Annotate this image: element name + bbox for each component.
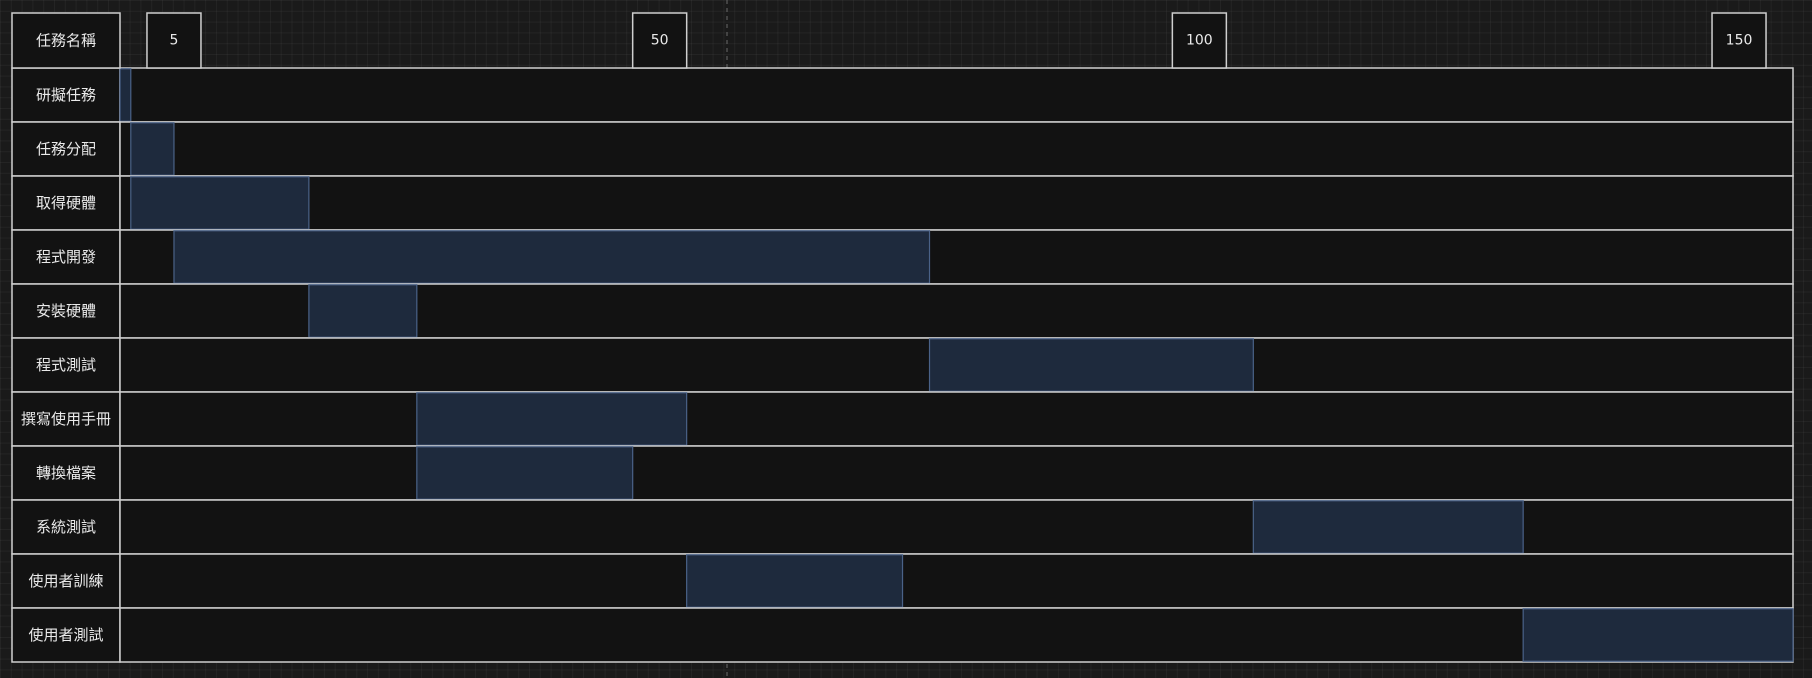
task-bar[interactable] [416,392,688,446]
task-label: 安裝硬體 [36,302,96,320]
x-tick-box [631,12,688,69]
task-row-track [119,553,1794,609]
task-bar[interactable] [686,554,904,608]
header-label: 任務名稱 [36,32,96,50]
x-tick-box [146,12,202,69]
task-label-cell [11,391,121,447]
task-row-track [119,391,1794,447]
task-label: 研擬任務 [36,86,96,104]
task-bar[interactable] [130,176,310,230]
task-bar[interactable] [1522,608,1794,662]
task-row-track [119,499,1794,555]
task-label: 系統測試 [36,518,96,536]
task-label: 取得硬體 [36,194,96,212]
task-bar[interactable] [928,338,1254,392]
task-label-cell [11,337,121,393]
x-tick-label: 100 [1186,33,1213,49]
x-tick-label: 50 [651,33,669,49]
task-bar[interactable] [416,446,634,500]
chart-header: 任務名稱 [11,12,121,69]
x-tick-label: 5 [170,33,179,49]
task-row-track [119,445,1794,501]
header-label-cell [11,12,121,69]
task-row-track [119,67,1794,123]
task-label-cell [11,283,121,339]
task-row-track [119,121,1794,177]
task-label: 程式開發 [36,248,96,266]
task-row-track [119,175,1794,231]
task-label: 使用者測試 [28,626,103,644]
task-label: 使用者訓練 [28,572,103,590]
task-bar[interactable] [308,284,418,338]
task-bar[interactable] [130,122,175,176]
task-label-cell [11,121,121,177]
x-tick-box [1171,12,1228,69]
x-axis-ticks: 5 50 100 150 [146,12,1767,69]
task-label-cell [11,229,121,285]
task-label: 撰寫使用手冊 [21,410,111,428]
task-label: 任務分配 [36,140,96,158]
task-bar[interactable] [1252,500,1524,554]
task-label: 轉換檔案 [36,464,96,482]
task-bar[interactable] [173,230,931,284]
task-bar[interactable] [119,68,132,122]
task-rows: 研擬任務任務分配取得硬體程式開發安裝硬體程式測試撰寫使用手冊轉換檔案系統測試使用… [11,67,1794,663]
task-label-cell [11,499,121,555]
task-label: 程式測試 [36,356,96,374]
x-tick-box [1711,12,1767,69]
x-tick-label: 150 [1726,33,1753,49]
task-label-cell [11,607,121,663]
